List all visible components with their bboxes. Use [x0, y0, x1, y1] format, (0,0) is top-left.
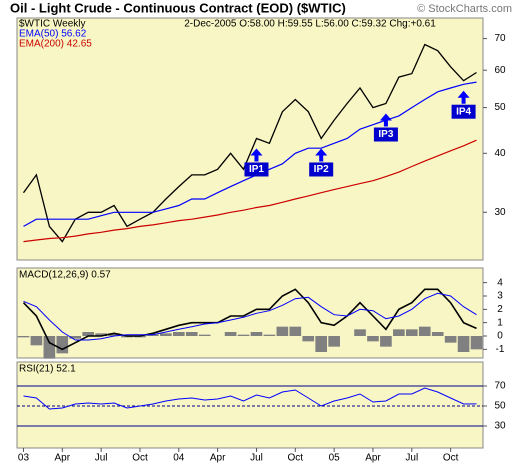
x-tick-label: Apr [210, 453, 226, 464]
annotation-box [244, 162, 269, 177]
histogram-bar [224, 332, 237, 336]
x-tick-label: Jul [250, 453, 263, 464]
y-tick-label: 70 [494, 33, 506, 44]
histogram-bar [185, 332, 198, 336]
histogram-bar [237, 334, 250, 336]
histogram-bar [405, 329, 418, 336]
histogram-bar [108, 333, 120, 336]
y-tick-label: 70 [494, 381, 506, 392]
ema-line [23, 81, 477, 227]
x-tick-label: 03 [18, 453, 30, 464]
histogram-bar [393, 329, 405, 336]
histogram-bar [354, 329, 366, 336]
arrow [315, 148, 328, 162]
price-line [22, 43, 477, 243]
signal-line [23, 292, 477, 341]
histogram-bar [431, 332, 444, 336]
credit: © StockCharts.com [417, 3, 512, 15]
annotation: IP1 [249, 164, 264, 175]
histogram-bar [289, 326, 302, 336]
histogram-bar [418, 326, 431, 336]
histogram-bar [276, 326, 289, 336]
histogram-bar [30, 336, 43, 346]
y-tick-label: 0 [497, 331, 503, 342]
y-tick-label: 3 [497, 291, 503, 302]
histogram-bar [147, 334, 159, 336]
x-tick-label: 04 [173, 453, 185, 464]
x-tick-label: Jul [95, 453, 108, 464]
histogram-bar [263, 334, 276, 336]
y-tick-label: -1 [496, 344, 505, 355]
macd-line [22, 288, 477, 351]
histogram-bar [367, 336, 379, 342]
histogram-bar [457, 336, 470, 352]
histogram-bar [172, 332, 185, 336]
histogram-bar [43, 336, 56, 359]
y-tick-label: 4 [497, 277, 503, 288]
info: 2-Dec-2005 O:58.00 H:59.55 L:56.00 C:59.… [184, 19, 436, 30]
histogram-bar [444, 336, 457, 343]
histogram-bar [198, 334, 211, 336]
subtitle: $WTIC Weekly [19, 19, 86, 30]
y-tick-label: 50 [494, 401, 506, 412]
histogram-bar [315, 336, 328, 352]
arrow [379, 113, 392, 127]
histogram-bar [69, 336, 82, 339]
histogram-bar [250, 332, 263, 336]
y-tick-label: 2 [497, 304, 503, 315]
y-tick-label: 50 [494, 102, 506, 113]
annotation: IP3 [378, 129, 393, 140]
chart-title: Oil - Light Crude - Continuous Contract … [10, 0, 346, 15]
rsi-panel [16, 361, 484, 449]
annotation: IP4 [456, 106, 471, 117]
x-tick-label: Jul [405, 453, 418, 464]
y-tick-label: 30 [494, 207, 506, 218]
annotation-box [309, 162, 334, 177]
rsi-title: RSI(21) 52.1 [19, 364, 76, 375]
histogram-bar [17, 336, 30, 338]
histogram-bar [82, 332, 95, 336]
y-tick-label: 40 [494, 148, 506, 159]
annotation-box [373, 127, 398, 142]
price-panel [16, 17, 484, 261]
histogram-bar [95, 333, 107, 336]
y-tick-label: 30 [494, 421, 506, 432]
x-tick-label: Oct [132, 453, 148, 464]
arrow [250, 148, 263, 162]
histogram-bar [380, 336, 392, 347]
y-tick-label: 1 [497, 317, 503, 328]
histogram-bar [56, 336, 69, 354]
annotation-box [451, 104, 476, 119]
histogram-bar [160, 333, 172, 336]
y-tick-label: 60 [494, 65, 506, 76]
histogram-bar [302, 336, 315, 342]
legend-ema50: EMA(50) 56.62 [19, 29, 87, 40]
annotation: IP2 [314, 164, 329, 175]
legend-ema200: EMA(200) 42.65 [19, 39, 92, 50]
x-tick-label: Oct [288, 453, 304, 464]
histogram-bar [328, 336, 340, 347]
x-tick-label: Oct [443, 453, 459, 464]
histogram-bar [470, 336, 483, 350]
macd-title: MACD(12,26,9) 0.57 [19, 270, 111, 281]
x-tick-label: Apr [365, 453, 381, 464]
x-tick-label: Apr [55, 453, 71, 464]
rsi-line [23, 387, 477, 410]
arrow [457, 90, 470, 104]
ema-line [23, 139, 477, 243]
x-tick-label: 05 [329, 453, 341, 464]
